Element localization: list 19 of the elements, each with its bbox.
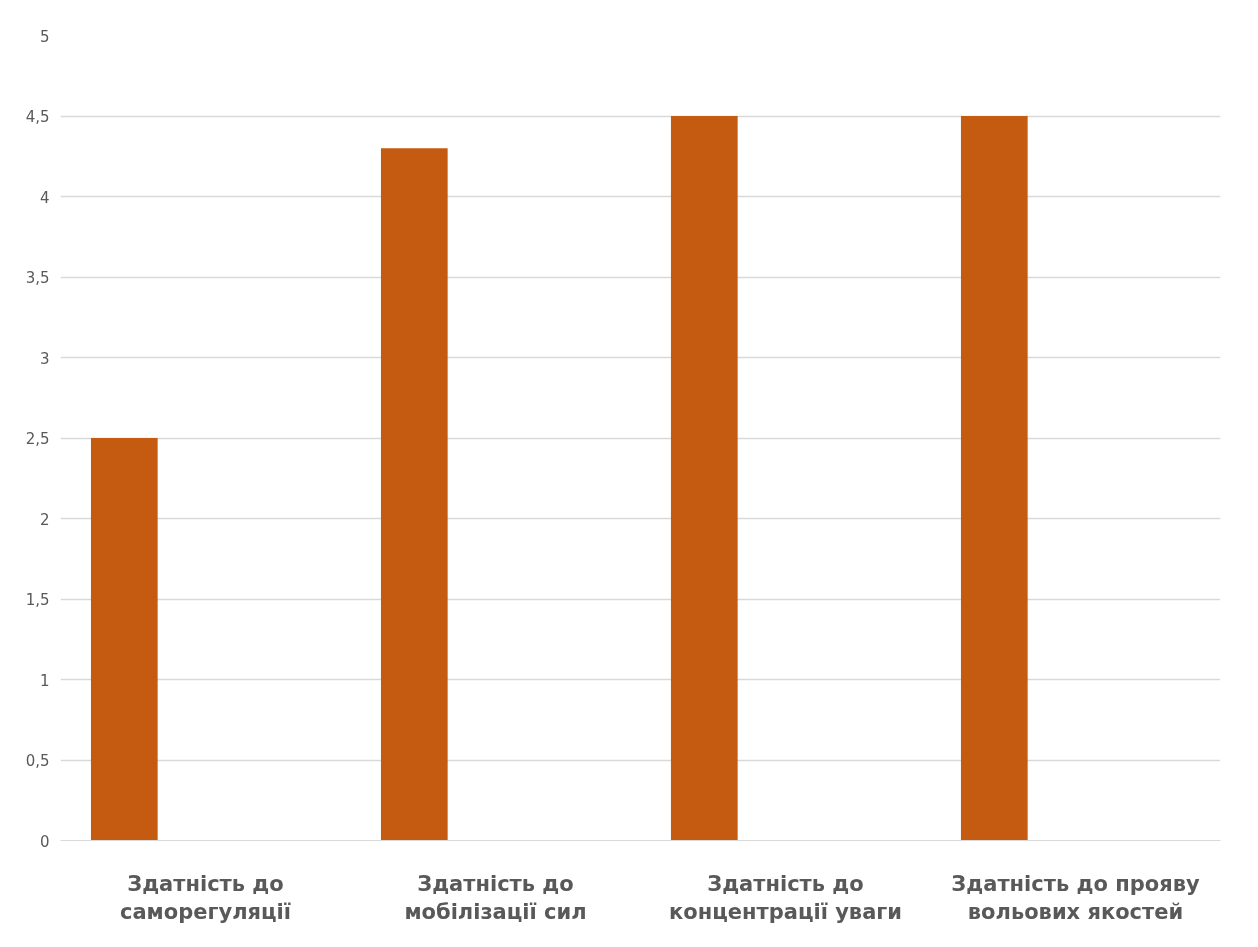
y-tick-label: 4,5 [25,108,50,126]
bar [380,148,448,841]
y-tick-label: 1,5 [25,591,50,609]
x-tick-label: Здатність до саморегуляції [120,871,291,925]
y-tick-label: 2,5 [25,430,50,448]
bar [670,116,738,841]
x-tick-label: Здатність до мобілізації сил [404,871,587,925]
bar [90,438,158,841]
x-tick-label: Здатність до прояву вольових якостей [951,871,1200,925]
y-tick-label: 3,5 [25,269,50,287]
y-tick-label: 5 [39,27,50,46]
y-tick-label: 3 [39,349,50,368]
y-tick-label: 4 [39,188,50,207]
y-tick-label: 0,5 [25,752,50,770]
bar [960,116,1028,841]
y-tick-label: 2 [39,510,50,529]
y-tick-label: 0 [39,832,50,851]
x-tick-label: Здатність до концентрації уваги [669,871,903,925]
y-tick-label: 1 [39,671,50,690]
